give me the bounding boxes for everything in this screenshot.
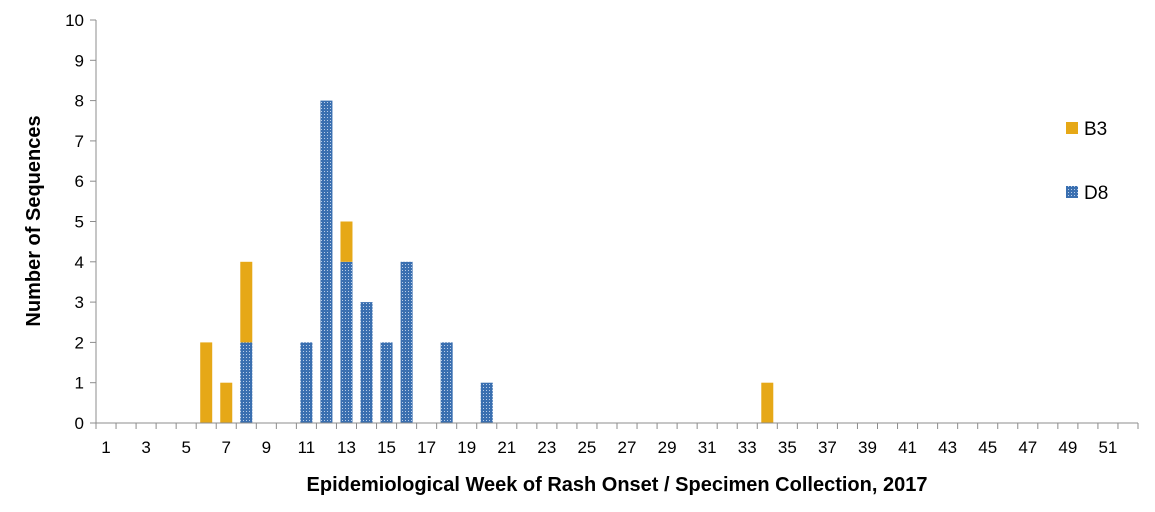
- x-tick-label: 27: [618, 438, 637, 457]
- x-tick-label: 25: [577, 438, 596, 457]
- x-tick-label: 3: [141, 438, 150, 457]
- legend-swatch-d8: [1066, 186, 1078, 198]
- bar-d8-week-18: [440, 342, 453, 423]
- x-axis-label: Epidemiological Week of Rash Onset / Spe…: [307, 474, 928, 496]
- x-tick-label: 35: [778, 438, 797, 457]
- x-tick-label: 11: [298, 438, 316, 457]
- x-tick-label: 5: [181, 438, 190, 457]
- y-tick-label: 3: [75, 293, 84, 312]
- x-tick-label: 29: [658, 438, 677, 457]
- x-tick-label: 37: [818, 438, 837, 457]
- x-tick-label: 13: [337, 438, 356, 457]
- x-tick-label: 17: [417, 438, 436, 457]
- y-tick-label: 5: [75, 213, 84, 232]
- x-tick-label: 33: [738, 438, 757, 457]
- y-tick-label: 1: [75, 374, 84, 393]
- bar-d8-week-16: [400, 261, 413, 423]
- x-tick-label: 47: [1018, 438, 1037, 457]
- x-tick-label: 15: [377, 438, 396, 457]
- bar-d8-week-13: [340, 261, 353, 423]
- bars: [200, 100, 774, 423]
- legend-swatch-b3: [1066, 122, 1078, 134]
- bar-b3-week-6: [200, 342, 213, 423]
- bar-d8-week-15: [380, 342, 393, 423]
- x-tick-label: 43: [938, 438, 957, 457]
- bar-b3-week-8: [240, 261, 253, 343]
- x-tick-label: 39: [858, 438, 877, 457]
- bar-d8-week-20: [480, 382, 493, 423]
- bar-b3-week-7: [220, 382, 233, 423]
- x-tick-label: 21: [497, 438, 516, 457]
- y-tick-label: 9: [75, 51, 84, 70]
- bar-b3-week-34: [761, 382, 774, 423]
- x-tick-label: 45: [978, 438, 997, 457]
- y-tick-label: 6: [75, 172, 84, 191]
- y-tick-label: 4: [75, 253, 84, 272]
- x-tick-label: 51: [1098, 438, 1117, 457]
- bar-d8-week-12: [320, 100, 333, 423]
- legend-label-d8: D8: [1084, 183, 1108, 204]
- x-tick-label: 49: [1058, 438, 1077, 457]
- x-tick-label: 41: [898, 438, 917, 457]
- bar-d8-week-14: [360, 302, 373, 423]
- x-tick-label: 7: [222, 438, 231, 457]
- y-tick-label: 7: [75, 132, 84, 151]
- y-tick-label: 2: [75, 333, 84, 352]
- y-tick-label: 0: [75, 414, 84, 433]
- x-tick-label: 9: [262, 438, 271, 457]
- x-tick-label: 23: [537, 438, 556, 457]
- legend: B3 D8: [1066, 119, 1108, 204]
- x-tick-label: 31: [698, 438, 717, 457]
- bar-b3-week-13: [340, 221, 353, 262]
- y-tick-label: 10: [65, 11, 84, 30]
- y-axis-label: Number of Sequences: [23, 115, 45, 326]
- y-tick-label: 8: [75, 92, 84, 111]
- x-tick-label: 19: [457, 438, 476, 457]
- bar-d8-week-11: [300, 342, 313, 423]
- legend-label-b3: B3: [1084, 119, 1107, 140]
- x-tick-label: 1: [101, 438, 110, 457]
- bar-d8-week-8: [240, 342, 253, 423]
